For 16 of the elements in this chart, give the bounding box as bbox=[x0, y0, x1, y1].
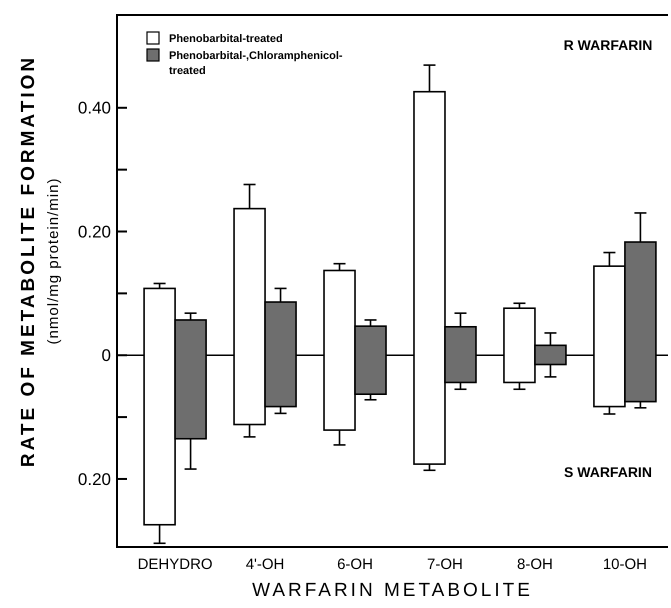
y-axis-title: RATE OF METABOLITE FORMATION (nmol/mg protein/min) bbox=[18, 54, 62, 468]
x-tick-label: 6-OH bbox=[337, 556, 373, 573]
x-tick-label: 10-OH bbox=[602, 556, 648, 573]
x-tick-label: 4'-OH bbox=[246, 556, 284, 573]
x-axis-title: WARFARIN METABOLITE bbox=[252, 580, 533, 601]
annotation: S WARFARIN bbox=[564, 464, 652, 480]
x-tick-label: 7-OH bbox=[427, 556, 463, 573]
legend-label: Phenobarbital-treated bbox=[169, 33, 283, 45]
y-tick-label: 0.20 bbox=[78, 222, 111, 242]
legend-label: Phenobarbital-,Chloramphenicol-treated bbox=[169, 50, 343, 77]
x-tick-label: 8-OH bbox=[517, 556, 553, 573]
x-tick-label: DEHYDRO bbox=[138, 556, 213, 573]
y-tick-label: 0 bbox=[102, 346, 111, 366]
y-tick-label: 0.20 bbox=[78, 470, 111, 489]
y-tick-label: 0.40 bbox=[78, 98, 111, 118]
annotation: R WARFARIN bbox=[564, 37, 652, 53]
